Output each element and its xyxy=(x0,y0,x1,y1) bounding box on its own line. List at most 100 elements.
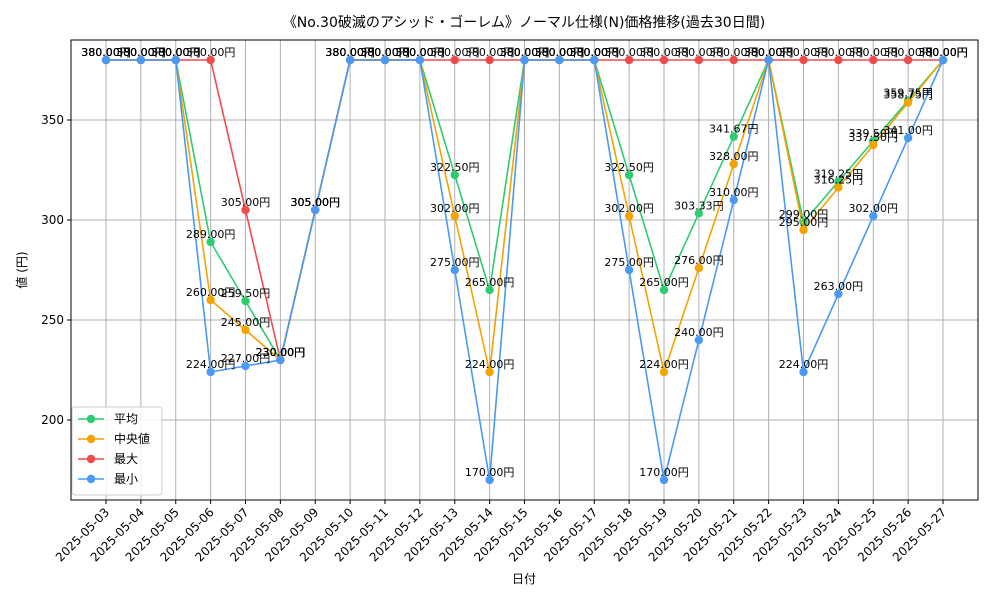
data-label: 302.00円 xyxy=(604,202,654,215)
data-labels: 380.00円380.00円380.00円289.00円259.50円230.0… xyxy=(81,46,968,479)
data-label: 380.00円 xyxy=(500,46,550,59)
data-point xyxy=(206,367,215,377)
data-point xyxy=(799,55,808,65)
data-label: 380.00円 xyxy=(116,46,166,59)
data-point xyxy=(834,55,843,65)
data-label: 310.00円 xyxy=(709,186,759,199)
y-tick-label: 200 xyxy=(41,413,64,427)
data-label: 380.00円 xyxy=(81,46,131,59)
data-point xyxy=(799,225,808,235)
data-label: 337.50円 xyxy=(849,131,899,144)
data-label: 380.00円 xyxy=(500,46,550,59)
data-label: 299.00円 xyxy=(779,208,829,221)
data-point xyxy=(869,211,878,221)
data-label: 380.00円 xyxy=(604,46,654,59)
data-label: 380.00円 xyxy=(395,46,445,59)
data-label: 380.00円 xyxy=(814,46,864,59)
data-point xyxy=(694,263,704,273)
data-point xyxy=(694,55,704,65)
data-label: 380.00円 xyxy=(500,46,550,59)
data-label: 328.00円 xyxy=(709,150,759,163)
data-point xyxy=(206,295,215,305)
data-label: 380.00円 xyxy=(325,46,375,59)
chart-title: 《No.30破滅のアシッド・ゴーレム》ノーマル仕様(N)価格推移(過去30日間) xyxy=(283,14,765,31)
data-label: 380.00円 xyxy=(570,46,620,59)
data-label: 275.00円 xyxy=(430,256,480,269)
series xyxy=(101,55,948,485)
data-point xyxy=(624,265,634,275)
data-label: 380.00円 xyxy=(395,46,445,59)
data-label: 380.00円 xyxy=(186,46,236,59)
data-label: 276.00円 xyxy=(674,254,724,267)
data-point xyxy=(659,367,669,377)
data-label: 380.00円 xyxy=(570,46,620,59)
data-point xyxy=(101,55,111,65)
data-point xyxy=(624,55,634,65)
data-point xyxy=(903,98,913,107)
data-point xyxy=(729,132,738,141)
data-label: 259.50円 xyxy=(221,287,271,300)
data-point xyxy=(659,55,669,65)
data-label: 263.00円 xyxy=(814,280,864,293)
data-label: 380.00円 xyxy=(535,46,585,59)
data-label: 305.00円 xyxy=(221,196,271,209)
data-label: 380.00円 xyxy=(918,46,968,59)
data-label: 380.00円 xyxy=(535,46,585,59)
data-label: 380.00円 xyxy=(81,46,131,59)
data-label: 230.00円 xyxy=(256,346,306,359)
data-label: 305.00円 xyxy=(291,196,341,209)
data-label: 380.00円 xyxy=(325,46,375,59)
data-label: 224.00円 xyxy=(639,358,689,371)
data-point xyxy=(311,205,320,215)
data-label: 230.00円 xyxy=(256,346,306,359)
data-point xyxy=(624,211,634,221)
y-tick-label: 300 xyxy=(41,213,64,227)
legend-label: 最小 xyxy=(114,472,138,486)
data-label: 380.00円 xyxy=(918,46,968,59)
data-point xyxy=(590,55,599,65)
data-point xyxy=(659,285,669,295)
data-point xyxy=(729,55,738,65)
data-label: 380.00円 xyxy=(360,46,410,59)
data-label: 380.00円 xyxy=(570,46,620,59)
data-label: 380.00円 xyxy=(570,46,620,59)
data-label: 240.00円 xyxy=(674,326,724,339)
data-label: 341.00円 xyxy=(883,124,933,137)
data-point xyxy=(485,55,494,65)
data-label: 224.00円 xyxy=(779,358,829,371)
data-label: 224.00円 xyxy=(465,358,515,371)
data-point xyxy=(450,211,459,221)
legend-label: 中央値 xyxy=(114,431,150,446)
data-label: 245.00円 xyxy=(221,316,271,329)
data-point xyxy=(555,55,564,65)
legend-box xyxy=(71,406,163,496)
data-point xyxy=(485,367,494,377)
legend-marker xyxy=(86,454,96,464)
data-point xyxy=(415,55,425,65)
data-label: 295.00円 xyxy=(779,216,829,229)
data-label: 380.00円 xyxy=(918,46,968,59)
legend-label: 平均 xyxy=(114,412,138,426)
data-point xyxy=(694,335,704,345)
data-point xyxy=(345,55,355,65)
data-point xyxy=(729,195,738,205)
data-label: 380.00円 xyxy=(779,46,829,59)
data-label: 380.00円 xyxy=(744,46,794,59)
data-point xyxy=(485,285,494,295)
data-point xyxy=(624,170,634,180)
data-point xyxy=(903,133,913,143)
legend-label: 最大 xyxy=(114,452,138,466)
data-point xyxy=(206,55,215,65)
data-label: 380.00円 xyxy=(918,46,968,59)
data-point xyxy=(241,205,250,215)
data-point xyxy=(659,475,669,485)
data-label: 170.00円 xyxy=(465,466,515,479)
data-label: 339.50円 xyxy=(849,127,899,140)
data-label: 380.00円 xyxy=(81,46,131,59)
x-axis-title: 日付 xyxy=(512,572,536,586)
data-label: 358.75円 xyxy=(883,89,933,102)
data-label: 380.00円 xyxy=(709,46,759,59)
data-label: 380.00円 xyxy=(883,46,933,59)
